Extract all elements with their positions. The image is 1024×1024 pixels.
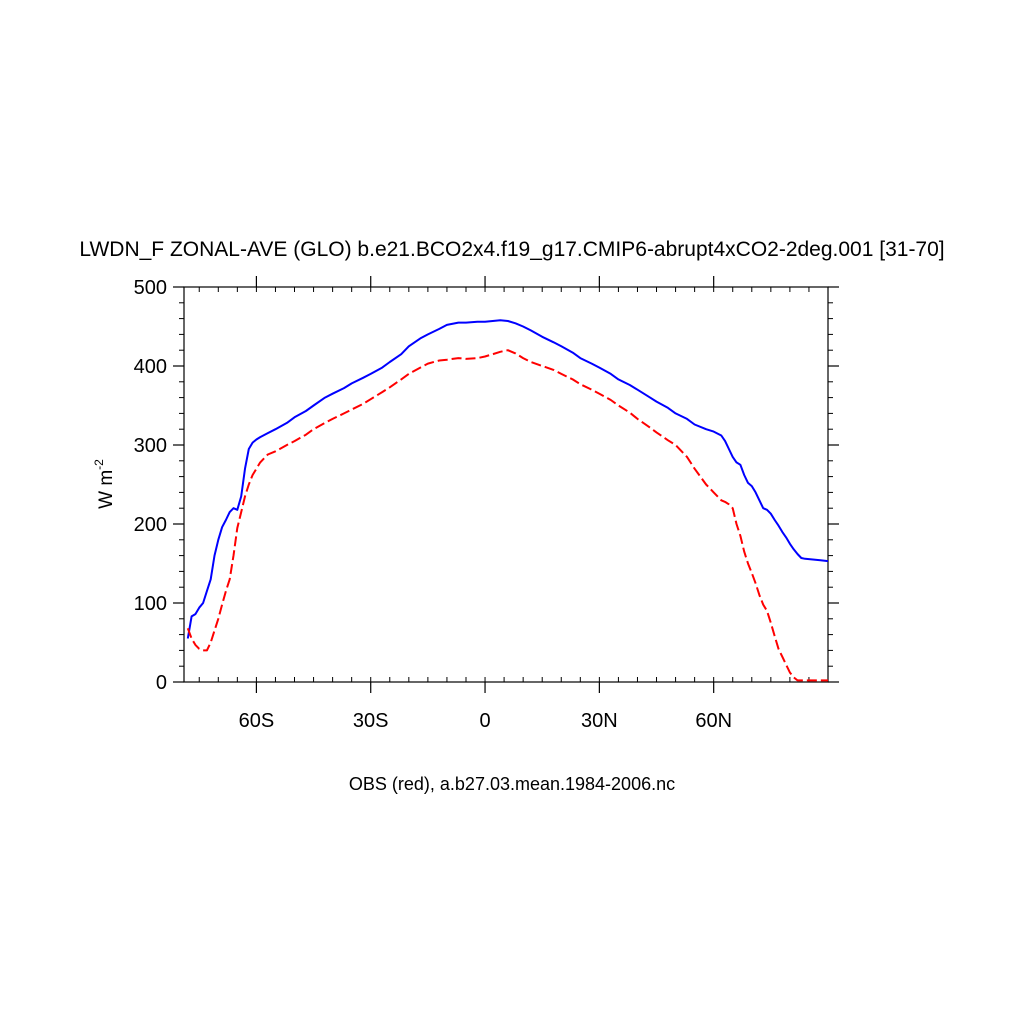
y-axis-label-base: W m <box>96 470 117 509</box>
chart-footer: OBS (red), a.b27.03.mean.1984-2006.nc <box>349 774 675 794</box>
y-axis-label: W m-2 <box>92 459 117 509</box>
x-tick-label: 60S <box>239 710 275 732</box>
y-tick-label: 400 <box>134 356 167 378</box>
minor-ticks <box>179 286 833 683</box>
y-tick-labels: 0 100 200 300 400 500 <box>134 277 167 694</box>
x-tick-label: 0 <box>479 710 490 732</box>
y-tick-label: 100 <box>134 593 167 615</box>
x-tick-label: 30N <box>581 710 618 732</box>
x-tick-label: 60N <box>695 710 732 732</box>
obs-series-line <box>186 349 828 682</box>
y-tick-label: 0 <box>156 672 167 694</box>
y-tick-label: 300 <box>134 435 167 457</box>
major-ticks <box>173 276 839 693</box>
y-tick-label: 200 <box>134 514 167 536</box>
y-axis-label-exponent: -2 <box>92 459 106 470</box>
series-layer <box>186 319 829 682</box>
x-tick-label: 30S <box>353 710 389 732</box>
y-tick-label: 500 <box>134 277 167 299</box>
model-series-line <box>186 319 829 639</box>
x-tick-labels: 60S 30S 0 30N 60N <box>239 710 732 732</box>
plot-frame <box>183 286 829 683</box>
chart-title: LWDN_F ZONAL-AVE (GLO) b.e21.BCO2x4.f19_… <box>79 238 944 261</box>
svg-text:W m-2: W m-2 <box>92 459 117 509</box>
